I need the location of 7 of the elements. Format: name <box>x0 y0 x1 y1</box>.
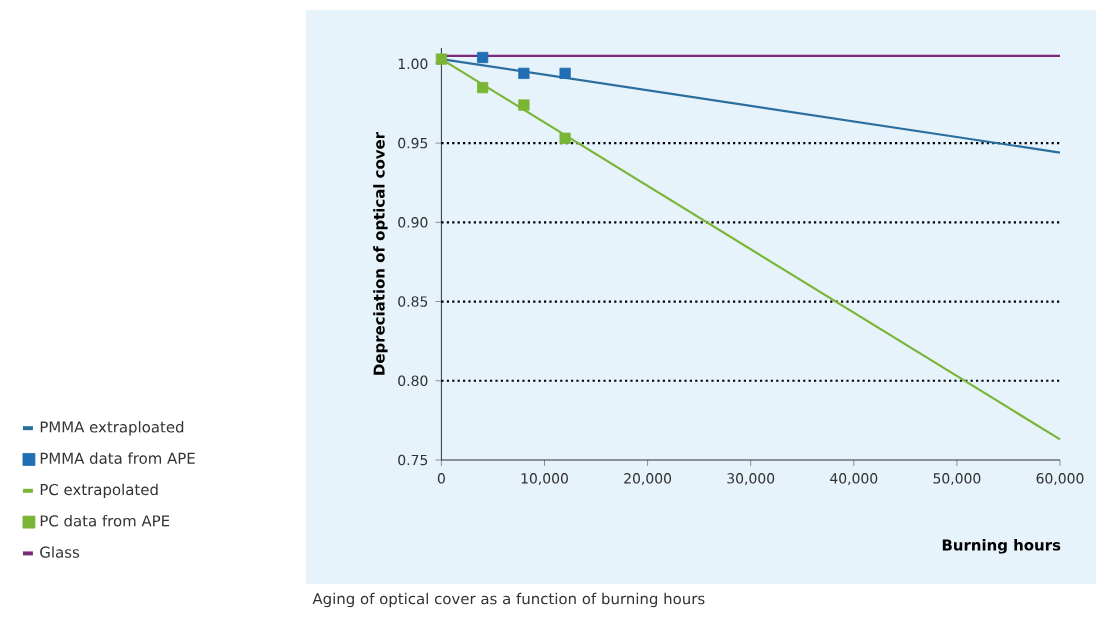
point <box>559 67 571 79</box>
point <box>477 82 489 94</box>
point <box>518 99 530 111</box>
point <box>559 132 571 144</box>
point <box>435 53 447 65</box>
point <box>518 67 530 79</box>
point <box>477 51 489 64</box>
